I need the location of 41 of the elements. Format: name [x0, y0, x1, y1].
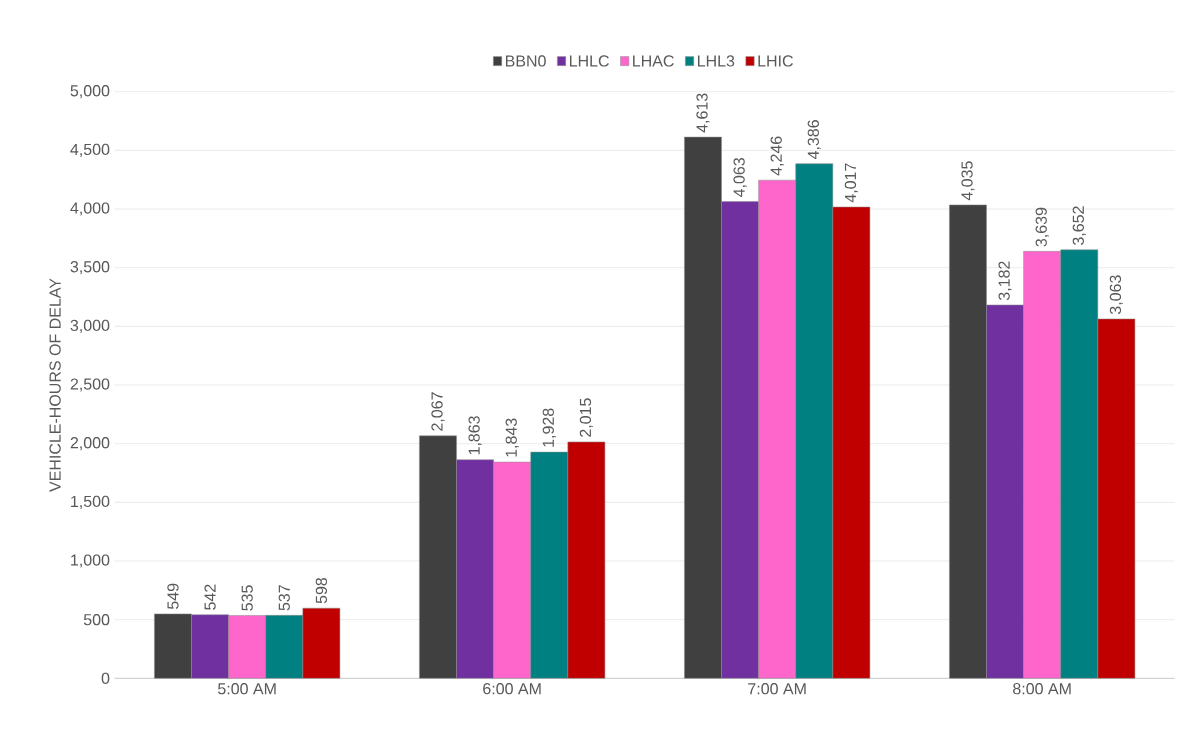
data-label: 4,063: [733, 158, 747, 197]
y-tick-label: 2,500: [70, 378, 110, 392]
x-tick-label: 6:00 AM: [483, 683, 541, 695]
legend-label: LHL3: [697, 55, 735, 67]
data-label: 549: [167, 583, 179, 609]
legend-label: LHLC: [569, 55, 609, 67]
data-label: 1,843: [505, 418, 519, 457]
data-label: 535: [241, 585, 253, 611]
y-tick-label: 1,000: [71, 554, 110, 568]
data-label: 4,017: [844, 163, 858, 203]
legend-label: BBN0: [505, 55, 546, 67]
y-tick-label: 5,000: [70, 85, 110, 99]
data-label: 3,639: [1035, 207, 1049, 247]
legend-label: LHAC: [633, 55, 674, 67]
y-tick-label: 4,000: [70, 202, 110, 216]
data-label: 2,067: [431, 392, 445, 431]
x-tick-label: 7:00 AM: [748, 683, 806, 695]
data-label: 4,246: [770, 136, 784, 176]
data-label: 598: [315, 577, 328, 604]
data-label: 542: [204, 584, 216, 610]
data-label: 1,863: [468, 416, 482, 455]
data-label: 3,182: [998, 261, 1012, 301]
data-label: 1,928: [542, 408, 556, 447]
data-label: 537: [278, 585, 290, 611]
data-label: 4,386: [807, 120, 821, 160]
legend-label: LHIC: [758, 55, 793, 67]
data-label: 3,652: [1072, 206, 1086, 245]
y-tick-label: 500: [83, 614, 110, 626]
data-label: 2,015: [579, 398, 593, 437]
data-label: 3,063: [1109, 275, 1123, 315]
y-tick-label: 2,000: [70, 437, 110, 451]
y-tick-label: 1,500: [71, 495, 110, 509]
data-label: 4,613: [696, 93, 710, 133]
x-tick-label: 8:00 AM: [1013, 683, 1071, 695]
x-tick-label: 5:00 AM: [218, 683, 276, 695]
y-tick-label: 4,500: [70, 143, 110, 157]
y-tick-label: 3,500: [70, 261, 110, 275]
y-tick-label: 0: [101, 672, 110, 684]
y-tick-label: 3,000: [70, 319, 110, 333]
y-axis-title: VEHICLE-HOURS OF DELAY: [49, 278, 61, 492]
data-label: 4,035: [961, 161, 975, 201]
